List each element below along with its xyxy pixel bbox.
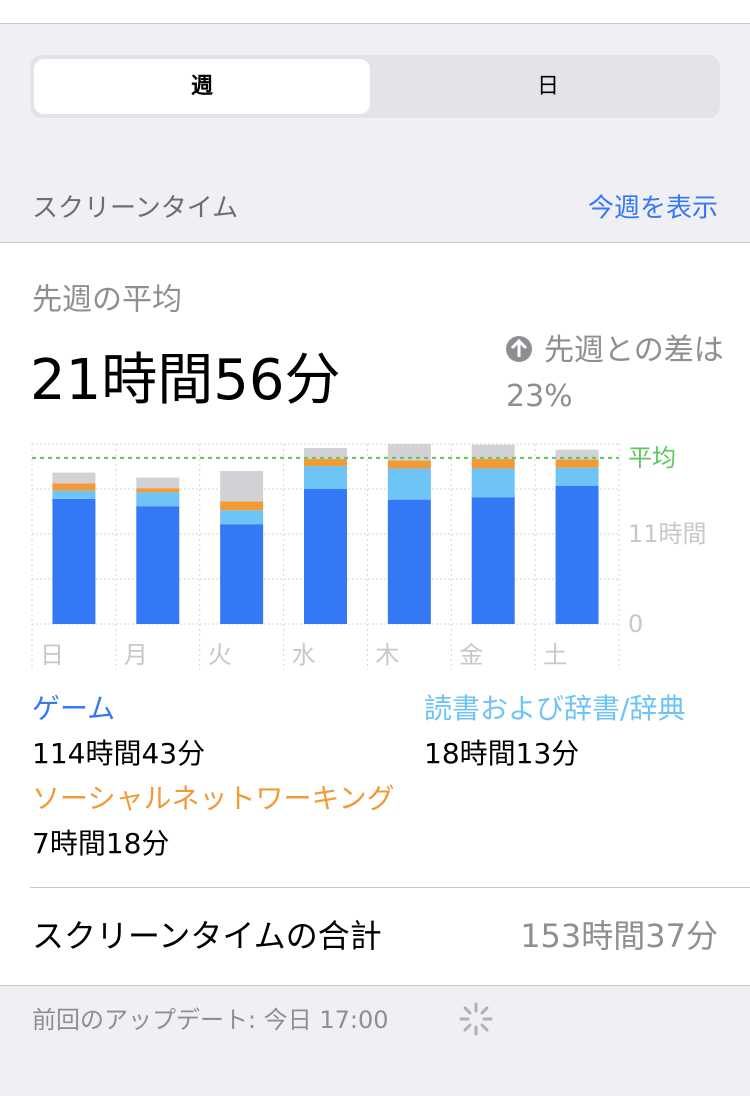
bar-segment	[136, 477, 180, 489]
bar-segment	[471, 458, 515, 469]
bar-segment	[555, 459, 599, 468]
top-strip	[0, 0, 750, 23]
summary-label: 先週の平均	[32, 283, 182, 318]
footer-text: 前回のアップデート: 今日 17:00	[32, 1006, 389, 1034]
section-title: スクリーンタイム	[32, 194, 238, 224]
arrow-icon	[510, 338, 528, 357]
x-tick-label: 水	[292, 641, 316, 669]
bar-segment	[136, 488, 180, 493]
total-value: 153時間37分	[520, 917, 718, 955]
legend-name: ソーシャルネットワーキング	[32, 782, 395, 815]
bar-segment	[387, 468, 431, 500]
bar-segment	[304, 448, 347, 459]
y-tick-label: 0	[628, 610, 643, 638]
x-tick-label: 金	[459, 641, 483, 669]
x-tick-label: 月	[124, 641, 148, 669]
bar-segment	[220, 471, 264, 502]
tab-week[interactable]: 週	[191, 74, 213, 99]
card	[0, 243, 750, 985]
bar-segment	[471, 497, 515, 624]
x-tick-label: 火	[208, 641, 232, 669]
bar-segment	[52, 498, 96, 624]
bar-segment	[471, 468, 515, 498]
summary-value: 21時間56分	[30, 348, 341, 413]
legend-name: ゲーム	[32, 692, 115, 725]
bar-segment	[304, 466, 347, 489]
bar-segment	[387, 499, 431, 624]
average-label: 平均	[628, 444, 676, 472]
bar-segment	[387, 460, 431, 469]
legend-total: 18時間13分	[424, 737, 579, 770]
x-tick-label: 日	[40, 641, 64, 669]
x-tick-label: 土	[543, 641, 567, 669]
bar-segment	[52, 490, 96, 499]
bar-segment	[304, 489, 347, 624]
bar-segment	[220, 501, 264, 511]
bar-segment	[304, 458, 347, 467]
bar-segment	[52, 483, 96, 491]
legend-total: 7時間18分	[32, 827, 169, 860]
bar-segment	[555, 467, 599, 486]
tab-day[interactable]: 日	[537, 74, 559, 99]
bar-segment	[136, 506, 180, 624]
bar-segment	[220, 524, 264, 624]
summary-change: 先週との差は23%	[506, 333, 724, 414]
bar-segment	[555, 449, 599, 460]
segment-selected[interactable]	[34, 59, 370, 114]
bar-segment	[52, 472, 96, 484]
legend-name: 読書および辞書/辞典	[424, 692, 685, 725]
bar-segment	[555, 485, 599, 624]
y-tick-label: 11時間	[628, 520, 707, 548]
total-label: スクリーンタイムの合計	[32, 917, 382, 955]
bar-segment	[136, 492, 180, 507]
legend-total: 114時間43分	[32, 737, 205, 770]
section-link[interactable]: 今週を表示	[588, 194, 718, 224]
bar-segment	[387, 444, 431, 461]
bar-segment	[220, 510, 264, 525]
bar-segment	[471, 444, 515, 459]
spinner	[459, 1002, 493, 1036]
x-tick-label: 木	[375, 641, 399, 669]
